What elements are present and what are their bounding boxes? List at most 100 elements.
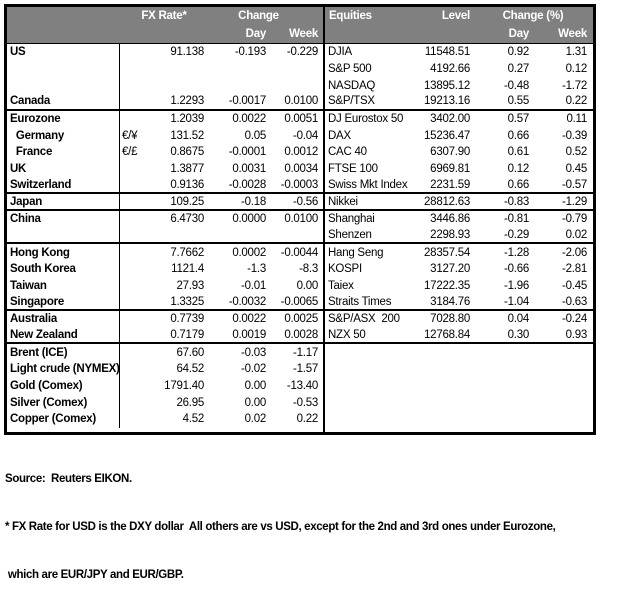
fx-row-label-cell: Japan [7, 194, 120, 209]
equity-row-label-cell: DAX [328, 129, 351, 142]
equity-row-day-cell: -1.28 [504, 246, 529, 259]
equity-row: Taiex 17222.35 -1.96 -0.45 [325, 278, 593, 295]
fx-row: Taiwan 27.93 -0.01 0.00 [7, 277, 323, 295]
equity-row-day-cell: 0.12 [507, 163, 530, 176]
market-summary-sheet: FX Rate* Change Day Week US 91.138 -0.193 -… [4, 4, 596, 581]
fx-row-rate-cell: 67.60 [176, 346, 204, 359]
fx-row-week-cell: 0.0100 [284, 95, 318, 108]
equity-row-label-cell: NZX 50 [328, 329, 366, 342]
fx-row: Switzerland 0.9136 -0.0028 -0.0003 [7, 177, 323, 195]
equity-row-week-cell: 0.93 [565, 329, 588, 342]
equity-row-day-cell: -0.48 [504, 79, 529, 92]
fx-row-label-cell: China [7, 210, 120, 228]
equity-row-day-cell: 0.27 [507, 63, 530, 76]
equity-row-week-cell: -0.45 [562, 279, 587, 292]
equity-row-level-cell: 15236.47 [424, 129, 470, 142]
equity-row-label-cell: CAC 40 [328, 146, 367, 159]
equity-row-day-cell: 0.66 [507, 129, 530, 142]
equity-row-level-cell: 12768.84 [424, 329, 470, 342]
fx-row-label-cell: Silver (Comex) [7, 394, 120, 412]
equities-change-column-header: Change (%) [502, 9, 564, 22]
fx-rates-panel: FX Rate* Change Day Week US 91.138 -0.193 -… [7, 7, 325, 432]
equity-row-week-cell: -0.39 [562, 129, 587, 142]
equities-level-column-header: Level [441, 9, 470, 22]
fx-row-rate-cell: 1.2293 [170, 95, 204, 108]
fx-row-label-cell: Copper (Comex) [7, 411, 120, 428]
fx-day-column-header: Day [245, 27, 267, 40]
fx-row-label-cell: Germany [7, 127, 120, 145]
fx-table-header: FX Rate* Change Day Week [7, 7, 323, 44]
equity-row: Straits Times 3184.76 -1.04 -0.63 [325, 294, 593, 311]
equity-row: Shanghai 3446.86 -0.81 -0.79 [325, 211, 593, 228]
fx-row-day-cell: 0.0000 [232, 213, 266, 226]
fx-row-day-cell: -0.18 [241, 195, 266, 208]
fx-change-column-header: Change [238, 9, 279, 22]
fx-row: Silver (Comex) 26.95 0.00 -0.53 [7, 394, 323, 412]
fx-row-week-cell: 0.0025 [284, 313, 318, 326]
equity-row-day-cell: 0.61 [507, 146, 530, 159]
equity-row-day-cell: -1.04 [504, 295, 529, 308]
equity-row: DJ Eurostox 50 3402.00 0.57 0.11 [325, 111, 593, 128]
fx-row-week-cell: 0.00 [296, 279, 319, 292]
fx-row-day-cell: 0.00 [244, 396, 267, 409]
fx-row-label-cell: Hong Kong [7, 244, 120, 261]
fx-row-day-cell: -1.3 [247, 263, 266, 276]
fx-row-week-cell: -0.53 [293, 396, 318, 409]
equity-row: KOSPI 3127.20 -0.66 -2.81 [325, 261, 593, 278]
equities-table-header: Equities Level Change (%) Day Week [325, 7, 593, 44]
equity-row-level-cell: 2231.59 [430, 178, 470, 191]
equity-row-label-cell: Shenzen [328, 228, 372, 241]
fx-row-rate-cell: 1.3877 [170, 163, 204, 176]
equity-row-week-cell: -1.29 [562, 195, 587, 208]
fx-row-week-cell: -0.04 [293, 129, 318, 142]
fx-row-day-cell: -0.03 [241, 346, 266, 359]
fx-row: UK 1.3877 0.0031 0.0034 [7, 160, 323, 178]
fx-row-day-cell: 0.02 [244, 413, 267, 426]
equity-row: NASDAQ 13895.12 -0.48 -1.72 [325, 77, 593, 94]
equity-row-label-cell: S&P/TSX [328, 95, 375, 108]
fx-row-label-cell: South Korea [7, 260, 120, 278]
fx-row-label-cell [7, 77, 120, 95]
fx-row-label-cell: Light crude (NYMEX) [7, 361, 120, 378]
fx-row: New Zealand 0.7179 0.0019 0.0028 [7, 327, 323, 345]
fx-row: Germany €/¥ 131.52 0.05 -0.04 [7, 127, 323, 145]
equity-row: DJIA 11548.51 0.92 1.31 [325, 44, 593, 61]
fx-row-rate-cell: 1121.4 [171, 263, 204, 276]
equity-row-week-cell: -2.06 [562, 246, 587, 259]
fx-row-day-cell: -0.0017 [228, 95, 267, 108]
fx-row-week-cell: -1.17 [293, 346, 318, 359]
footnotes: Source: Reuters EIKON. * FX Rate for USD… [5, 439, 627, 615]
fx-row-day-cell: 0.0031 [232, 163, 266, 176]
fx-row-label-cell: Eurozone [7, 110, 120, 128]
fx-row: France €/£ 0.8675 -0.0001 0.0012 [7, 144, 323, 161]
fx-row: South Korea 1121.4 -1.3 -8.3 [7, 260, 323, 278]
fx-table-body: US 91.138 -0.193 -0.229 Canada 1.2293 -0.0017 0… [7, 44, 323, 432]
equity-row-week-cell: 0.22 [565, 95, 588, 108]
fx-row: China 6.4730 0.0000 0.0100 [7, 210, 323, 228]
equity-row-week-cell: -0.63 [562, 295, 587, 308]
equity-row-day-cell: -0.66 [504, 263, 529, 276]
fx-row: Brent (ICE) 67.60 -0.03 -1.17 [7, 344, 323, 362]
equity-row-label-cell: Swiss Mkt Index [328, 178, 408, 191]
fx-rate-column-header: FX Rate* [141, 9, 187, 22]
fx-row-day-cell: -0.193 [234, 46, 266, 59]
equity-row-week-cell: 1.31 [565, 46, 588, 59]
equities-week-column-header: Week [558, 27, 587, 40]
equity-row-day-cell: 0.66 [507, 178, 530, 191]
fx-row-label-cell: Taiwan [7, 277, 120, 295]
fx-row-label-cell: New Zealand [7, 327, 120, 343]
fx-row-day-cell: 0.0019 [232, 329, 266, 342]
fx-row: Singapore 1.3325 -0.0032 -0.0065 [7, 294, 323, 311]
fx-row-rate-cell: 91.138 [170, 46, 204, 59]
fx-row-rate-cell: 6.4730 [170, 213, 204, 226]
equity-row-week-cell: -0.79 [562, 213, 587, 226]
fx-row-week-cell: -0.0065 [280, 295, 319, 308]
equity-row-label-cell: Shanghai [328, 213, 375, 226]
equity-row: FTSE 100 6969.81 0.12 0.45 [325, 161, 593, 178]
fx-row-label-cell: Singapore [7, 294, 120, 309]
fx-row-week-cell: -1.57 [293, 363, 318, 376]
equity-row-level-cell: 3127.20 [430, 263, 470, 276]
equity-row-level-cell: 17222.35 [424, 279, 470, 292]
equities-day-column-header: Day [508, 27, 530, 40]
fx-row [7, 77, 323, 95]
